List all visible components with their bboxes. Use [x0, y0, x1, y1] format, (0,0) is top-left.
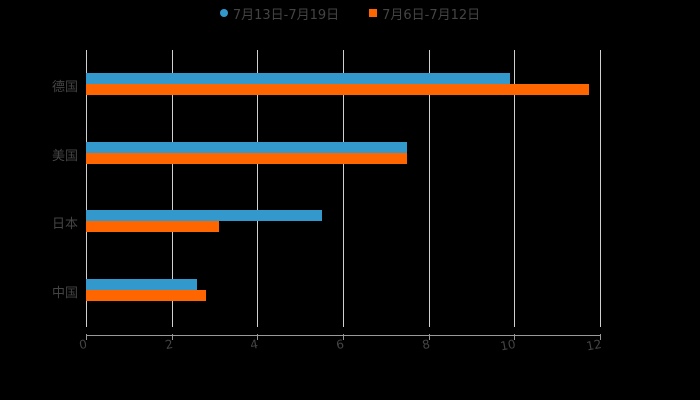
y-axis-label: 德国 [51, 80, 78, 95]
x-tick [343, 334, 344, 340]
gridline [429, 50, 430, 327]
bar-week1[interactable] [86, 221, 219, 232]
gridline [172, 50, 173, 327]
bar-week2[interactable] [86, 142, 407, 153]
x-tick [172, 334, 173, 340]
gridline [257, 50, 258, 327]
x-tick-label: 10 [499, 337, 517, 354]
gridline [86, 50, 87, 327]
x-tick [257, 334, 258, 340]
bar-week1[interactable] [86, 153, 407, 164]
bar-week1[interactable] [86, 84, 589, 95]
legend-square-icon [369, 9, 378, 17]
legend-label: 7月6日-7月12日 [382, 7, 481, 23]
bar-week2[interactable] [86, 210, 322, 221]
bar-week1[interactable] [86, 290, 206, 301]
gridline [600, 50, 601, 327]
x-tick [429, 334, 430, 340]
y-axis-label: 日本 [51, 217, 78, 232]
x-tick [86, 334, 87, 340]
y-axis-label: 美国 [51, 149, 78, 164]
legend-item-week1[interactable]: 7月6日-7月12日 [369, 4, 480, 23]
legend-circle-icon [219, 9, 228, 17]
bar-week2[interactable] [86, 279, 197, 290]
y-axis-label: 中国 [51, 286, 78, 301]
legend-label: 7月13日-7月19日 [232, 7, 340, 23]
gridline [514, 50, 515, 327]
plot-area [86, 50, 601, 327]
x-tick-label: 12 [585, 337, 603, 354]
chart-legend: 7月13日-7月19日 7月6日-7月12日 [0, 4, 700, 23]
legend-item-week2[interactable]: 7月13日-7月19日 [219, 4, 340, 23]
gridline [343, 50, 344, 327]
x-tick [514, 334, 515, 340]
bar-week2[interactable] [86, 73, 510, 84]
x-tick [600, 334, 601, 340]
